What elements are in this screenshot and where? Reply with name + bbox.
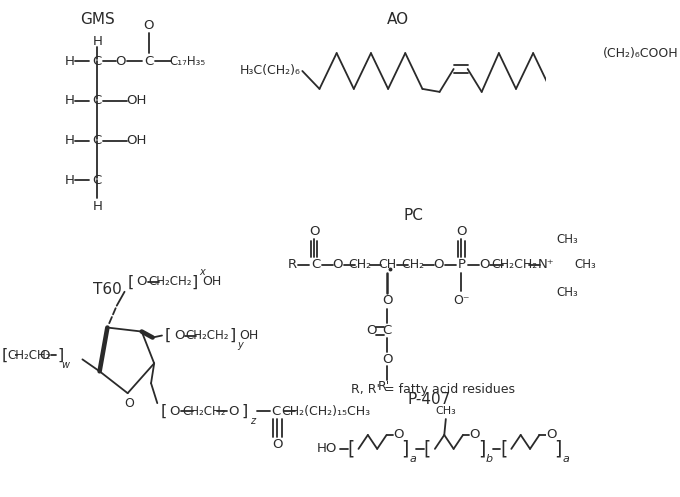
Text: CH₂CH₂: CH₂CH₂ (492, 258, 538, 271)
Text: CH₂CH₂: CH₂CH₂ (186, 329, 229, 342)
Text: H: H (92, 200, 102, 213)
Text: a: a (562, 454, 569, 464)
Text: OH: OH (126, 134, 146, 147)
Text: [: [ (160, 404, 167, 418)
Text: C: C (383, 324, 392, 337)
Text: C: C (92, 134, 102, 147)
Text: [: [ (424, 439, 430, 458)
Text: C: C (144, 55, 153, 68)
Text: N⁺: N⁺ (537, 258, 554, 271)
Text: z: z (250, 416, 255, 426)
Text: CH₃: CH₃ (435, 406, 456, 416)
Text: (CH₂)₆COOH: (CH₂)₆COOH (603, 47, 679, 60)
Text: OH: OH (239, 329, 259, 342)
Text: [: [ (500, 439, 507, 458)
Text: C: C (311, 258, 320, 271)
Text: CH₃: CH₃ (557, 286, 579, 299)
Text: C: C (92, 94, 102, 107)
Text: b: b (486, 454, 493, 464)
Text: O: O (309, 225, 320, 238)
Text: CH: CH (378, 258, 396, 271)
Text: O: O (272, 438, 283, 451)
Text: O: O (546, 428, 556, 441)
Text: R': R' (378, 380, 390, 393)
Text: ]: ] (241, 404, 248, 418)
Text: [: [ (347, 439, 354, 458)
Text: GMS: GMS (80, 12, 115, 27)
Text: O: O (39, 349, 50, 362)
Text: O: O (469, 428, 480, 441)
Text: H: H (65, 174, 75, 187)
Text: AO: AO (386, 12, 409, 27)
Text: HO: HO (317, 442, 337, 455)
Text: CH₂CH₂: CH₂CH₂ (182, 405, 226, 417)
Text: C: C (271, 405, 280, 417)
Text: O: O (174, 329, 184, 342)
Text: [: [ (165, 328, 171, 343)
Text: H: H (65, 134, 75, 147)
Text: CH₂CH₂: CH₂CH₂ (148, 275, 192, 288)
Text: CH₂: CH₂ (401, 258, 424, 271)
Text: ]: ] (478, 439, 486, 458)
Text: R, R' = fatty acid residues: R, R' = fatty acid residues (351, 383, 515, 396)
Text: O: O (124, 397, 134, 410)
Text: ]: ] (58, 348, 64, 363)
Text: H: H (92, 35, 102, 48)
Text: H₃C(CH₂)₆: H₃C(CH₂)₆ (240, 65, 301, 78)
Text: H: H (65, 55, 75, 68)
Text: CH₂: CH₂ (348, 258, 371, 271)
Text: O⁻: O⁻ (453, 294, 470, 307)
Text: x: x (200, 267, 205, 277)
Text: O: O (143, 19, 154, 32)
Text: CH₂CH₂: CH₂CH₂ (7, 349, 51, 362)
Text: w: w (61, 360, 69, 370)
Text: O: O (382, 353, 392, 366)
Text: O: O (116, 55, 126, 68)
Text: O: O (393, 428, 403, 441)
Text: O: O (137, 275, 147, 288)
Text: y: y (237, 340, 243, 350)
Text: R: R (288, 258, 296, 271)
Text: O: O (382, 294, 392, 307)
Text: CH₂(CH₂)₁₅CH₃: CH₂(CH₂)₁₅CH₃ (281, 405, 371, 417)
Text: [: [ (1, 348, 7, 363)
Text: OH: OH (126, 94, 146, 107)
Text: O: O (456, 225, 466, 238)
Text: O: O (434, 258, 444, 271)
Text: O: O (367, 324, 377, 337)
Text: O: O (332, 258, 343, 271)
Text: PC: PC (403, 208, 423, 223)
Text: ]: ] (192, 274, 198, 289)
Text: ]: ] (402, 439, 409, 458)
Text: OH: OH (202, 275, 222, 288)
Text: CH₃: CH₃ (575, 258, 596, 271)
Text: T60: T60 (93, 282, 122, 297)
Text: [: [ (128, 274, 134, 289)
Text: H: H (65, 94, 75, 107)
Text: C: C (92, 55, 102, 68)
Text: P: P (458, 258, 465, 271)
Text: O: O (228, 405, 239, 417)
Text: O: O (169, 405, 180, 417)
Text: a: a (409, 454, 417, 464)
Text: CH₃: CH₃ (557, 233, 579, 246)
Text: C: C (92, 174, 102, 187)
Text: ]: ] (229, 328, 235, 343)
Text: ]: ] (554, 439, 562, 458)
Text: C₁₇H₃₅: C₁₇H₃₅ (169, 55, 206, 68)
Text: P-407: P-407 (407, 392, 450, 407)
Text: O: O (479, 258, 490, 271)
